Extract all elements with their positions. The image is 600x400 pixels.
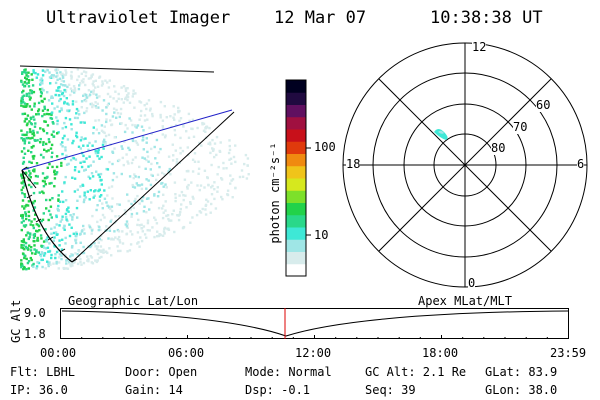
colorbar-unit-label: photon cm⁻²s⁻¹ [268,142,282,244]
grid-line-terminator [71,111,235,263]
geographic-title: Geographic Lat/Lon [68,294,199,308]
time-tick-0600: 06:00 [168,346,205,360]
status-gain: Gain: 14 [125,383,183,397]
mlt-label-18: 18 [346,157,361,171]
alt-tick-bottom: 1.8 [24,327,46,341]
auroral-emission-dots [20,68,250,271]
time-axis-ticks [60,335,569,339]
colorbar-gradient [286,80,306,277]
instrument-title: Ultraviolet Imager [46,8,231,28]
time-tick-2359: 23:59 [550,346,587,360]
mlt-label-12: 12 [472,40,487,54]
altitude-timeline-plot [60,308,569,339]
mlt-label-6: 6 [577,157,585,171]
status-door: Door: Open [125,365,198,379]
grid-line-top [19,65,215,73]
status-seq: Seq: 39 [365,383,416,397]
time-label: 10:38:38 UT [430,8,543,28]
lat-label-80: 80 [491,141,506,155]
grid-line-meridian [21,109,233,171]
polar-mlt-plot [342,42,588,288]
status-glat: GLat: 83.9 [485,365,558,379]
colorbar-tick-100: 100 [314,140,336,154]
time-tick-0000: 00:00 [40,346,77,360]
alt-tick-top: 9.0 [24,306,46,320]
polar-aurora-spot [434,129,448,140]
lat-label-70: 70 [513,120,528,134]
lat-label-60: 60 [536,98,551,112]
status-glon: GLon: 38.0 [485,383,558,397]
colorbar [285,79,311,277]
grid-line-lower [21,169,37,189]
status-mode: Mode: Normal [245,365,332,379]
status-dsp: Dsp: -0.1 [245,383,311,397]
mlt-label-0: 0 [468,276,476,290]
colorbar-tick-10: 10 [314,228,329,242]
status-filter: Flt: LBHL [10,365,76,379]
status-ip: IP: 36.0 [10,383,68,397]
polar-diagonal-2 [378,78,552,252]
time-tick-1800: 18:00 [422,346,459,360]
apex-title: Apex MLat/MLT [418,294,512,308]
altitude-curve [61,310,569,337]
gc-alt-axis-label: GC Alt [9,299,23,343]
uv-image-panel [19,65,250,271]
status-gc-alt: GC Alt: 2.1 Re [365,365,467,379]
date-label: 12 Mar 07 [274,8,367,28]
time-tick-1200: 12:00 [295,346,332,360]
earth-limb-arc [21,169,73,263]
